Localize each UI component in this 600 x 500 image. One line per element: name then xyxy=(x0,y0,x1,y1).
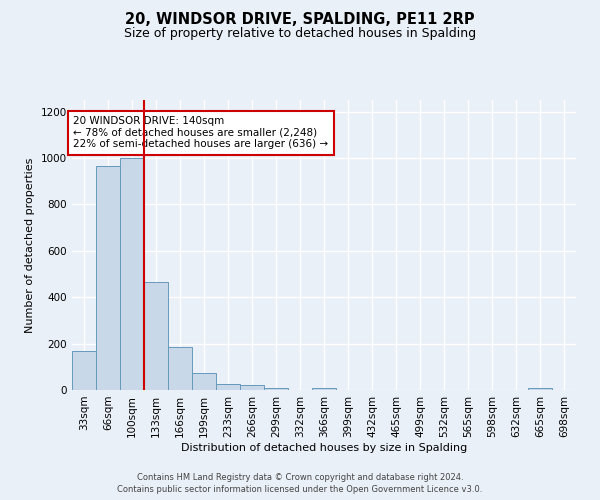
Bar xyxy=(312,388,336,390)
Bar xyxy=(216,384,240,390)
Y-axis label: Number of detached properties: Number of detached properties xyxy=(25,158,35,332)
Text: Contains HM Land Registry data © Crown copyright and database right 2024.: Contains HM Land Registry data © Crown c… xyxy=(137,472,463,482)
Bar xyxy=(240,386,264,390)
Bar xyxy=(528,388,552,390)
Bar xyxy=(192,372,216,390)
Bar xyxy=(264,388,288,390)
Bar xyxy=(120,158,144,390)
Text: Size of property relative to detached houses in Spalding: Size of property relative to detached ho… xyxy=(124,28,476,40)
Text: Contains public sector information licensed under the Open Government Licence v3: Contains public sector information licen… xyxy=(118,485,482,494)
Bar xyxy=(144,282,168,390)
Bar xyxy=(168,347,192,390)
Text: 20 WINDSOR DRIVE: 140sqm
← 78% of detached houses are smaller (2,248)
22% of sem: 20 WINDSOR DRIVE: 140sqm ← 78% of detach… xyxy=(73,116,328,150)
Bar xyxy=(72,350,96,390)
X-axis label: Distribution of detached houses by size in Spalding: Distribution of detached houses by size … xyxy=(181,442,467,452)
Text: 20, WINDSOR DRIVE, SPALDING, PE11 2RP: 20, WINDSOR DRIVE, SPALDING, PE11 2RP xyxy=(125,12,475,28)
Bar xyxy=(96,166,120,390)
